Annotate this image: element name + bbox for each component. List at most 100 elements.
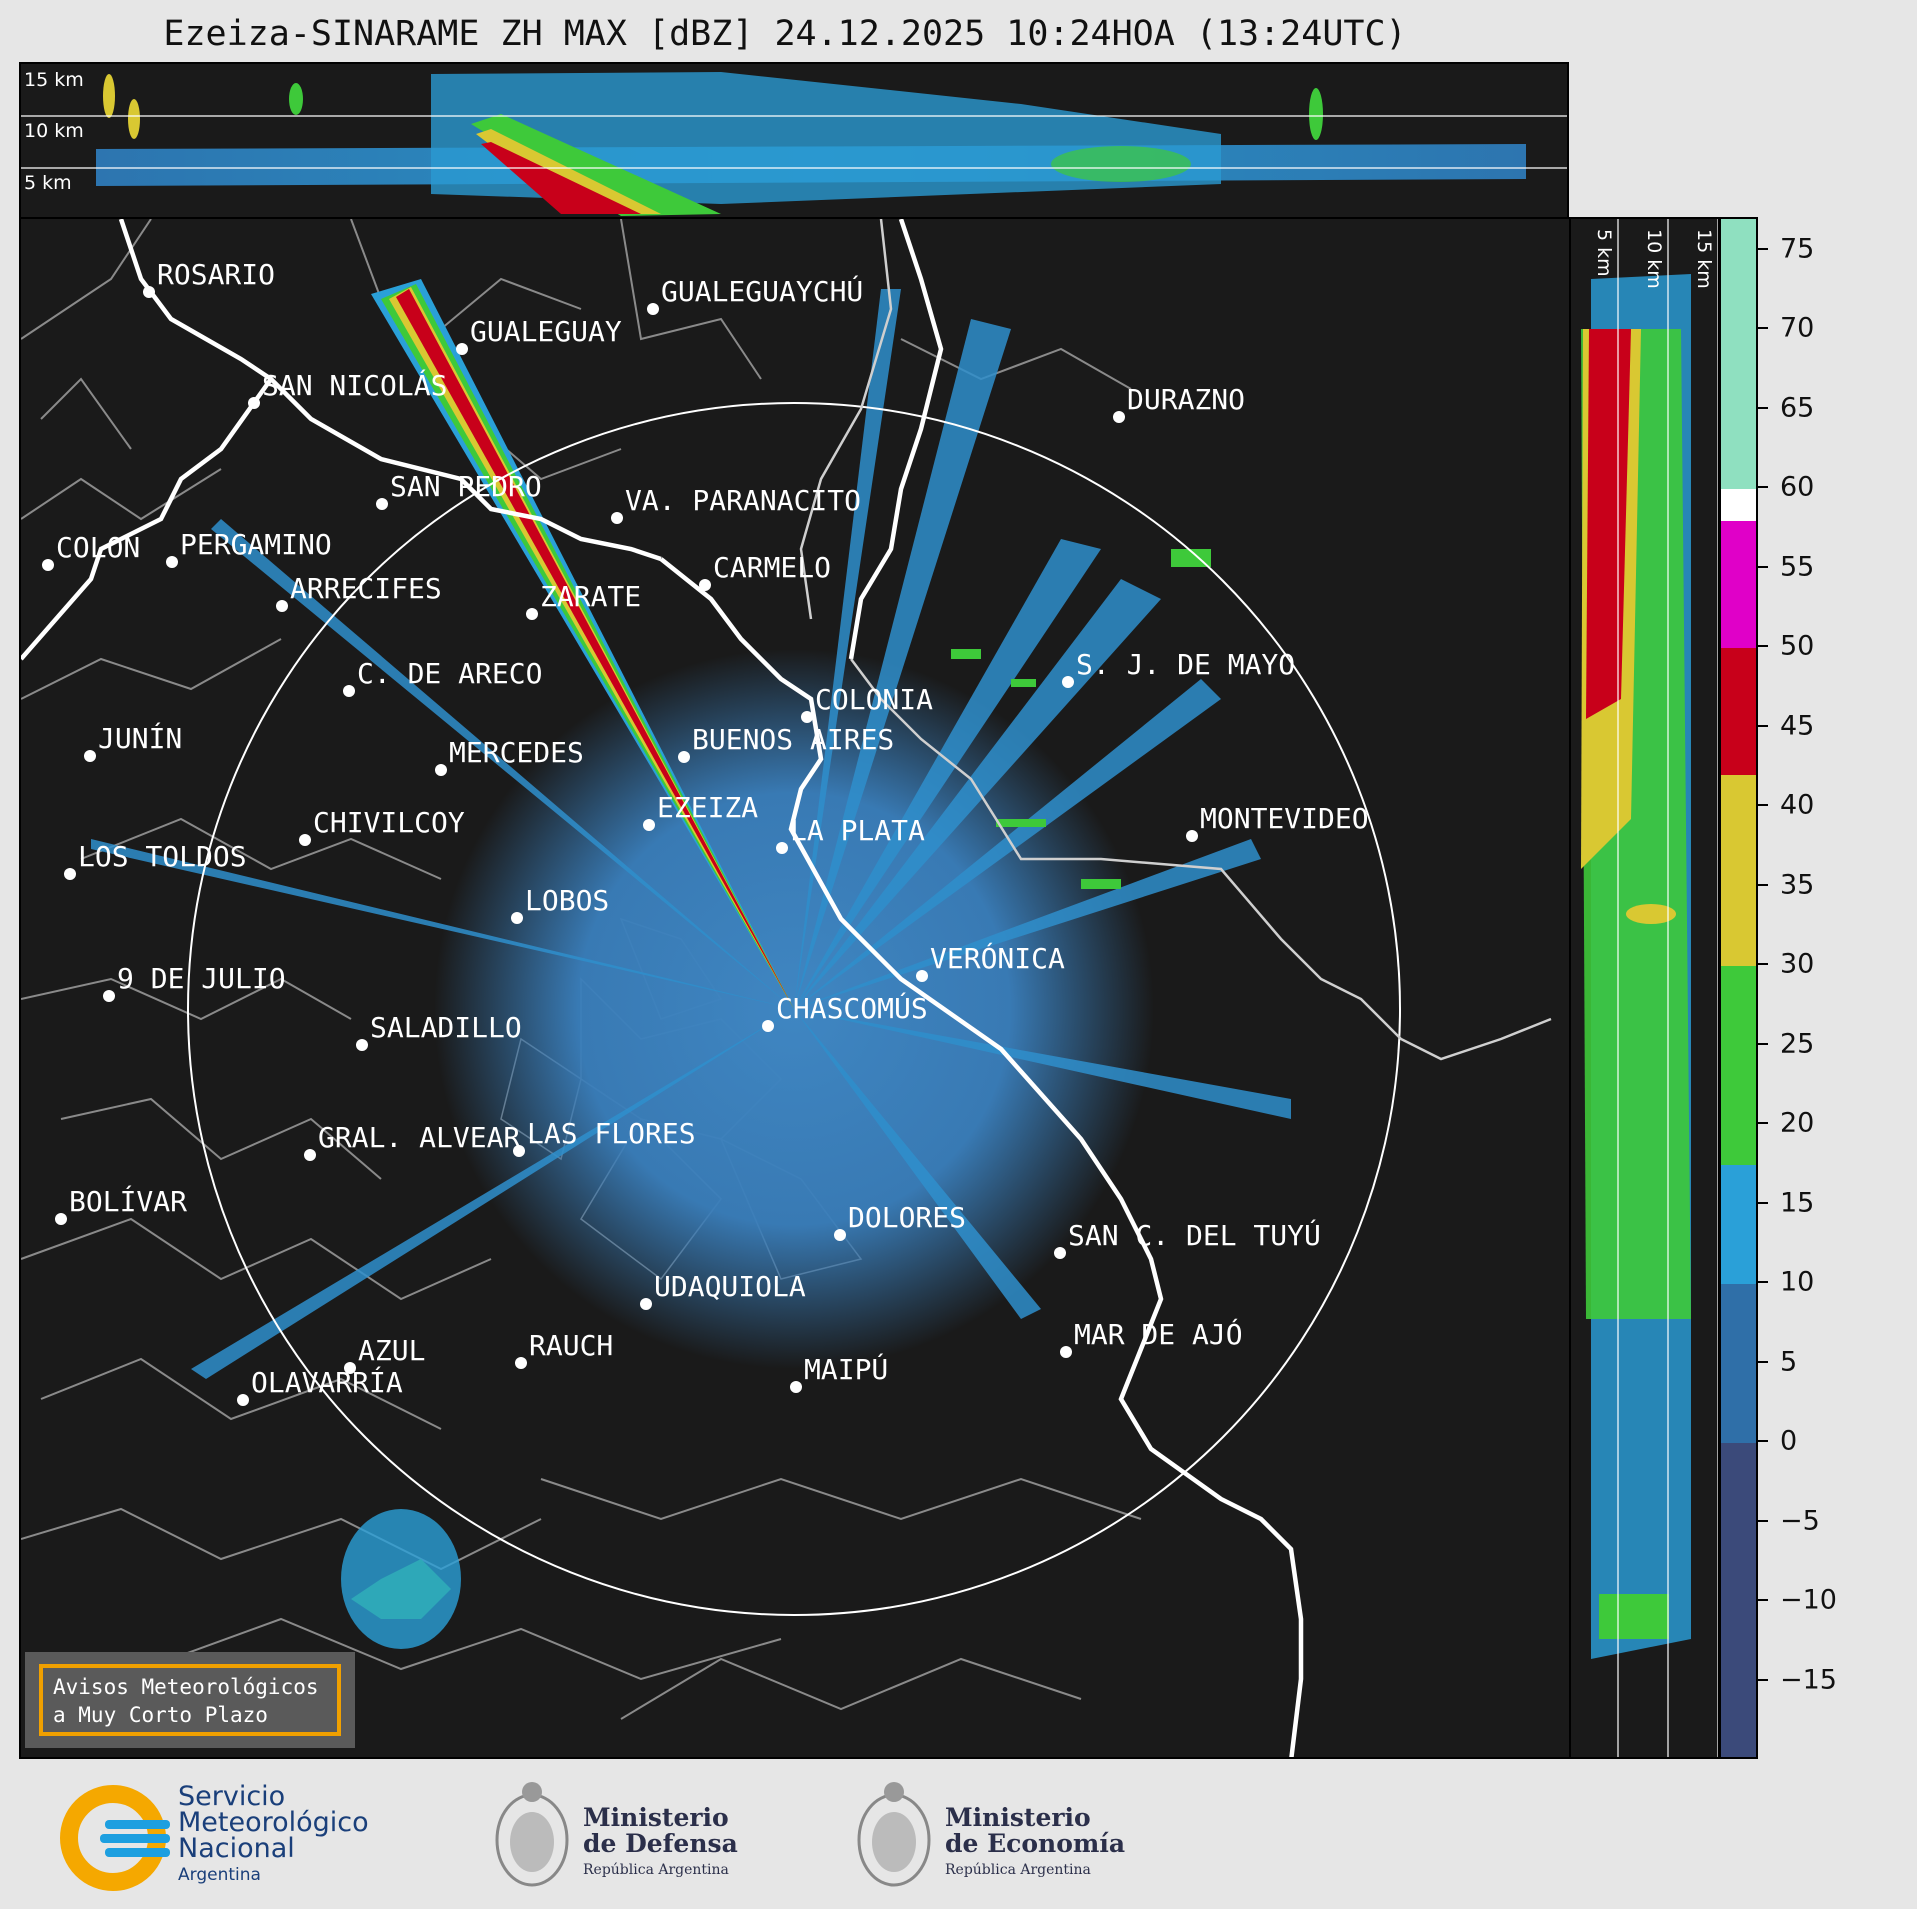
svg-text:MAR DE AJÓ: MAR DE AJÓ [1074, 1317, 1243, 1351]
river-coast-light [799, 219, 1552, 1061]
echo-cell [289, 83, 303, 115]
radar-map-panel[interactable]: ROSARIO GUALEGUAYCHÚ GUALEGUAY SAN NICOL… [19, 217, 1571, 1759]
echo-cell [128, 99, 140, 139]
height-label-10: 10 km [24, 120, 84, 142]
side-echo-cell-low [1599, 1594, 1669, 1639]
smn-line-3: Nacional [178, 1833, 295, 1864]
colorbar-segment [1721, 489, 1756, 522]
height-label-5: 5 km [24, 172, 72, 194]
city-los-toldos: LOS TOLDOS [64, 840, 247, 880]
svg-text:SALADILLO: SALADILLO [370, 1011, 522, 1044]
city-c-de-areco: C. DE ARECO [343, 657, 542, 697]
colorbar-tick [1758, 406, 1768, 409]
city-colonia: COLONIA [801, 683, 933, 723]
svg-text:GUALEGUAYCHÚ: GUALEGUAYCHÚ [661, 274, 863, 308]
city-chivilcoy: CHIVILCOY [299, 806, 465, 846]
colorbar-segment [1721, 219, 1756, 490]
svg-text:RAUCH: RAUCH [529, 1329, 613, 1362]
colorbar-tick [1758, 1281, 1768, 1284]
smn-line-4: Argentina [178, 1865, 261, 1885]
city-9-de-julio: 9 DE JULIO [103, 962, 286, 1002]
svg-text:SAN NICOLÁS: SAN NICOLÁS [262, 368, 447, 402]
smn-logo-icon [60, 1785, 170, 1891]
city-rauch: RAUCH [515, 1329, 613, 1369]
echo-cell [103, 74, 115, 118]
coastline [21, 219, 1304, 1757]
city-olavarria: OLAVARRÍA [237, 1365, 403, 1406]
eco-line-2: de Economía [945, 1829, 1126, 1858]
colorbar-tick [1758, 1122, 1768, 1125]
smn-line-2: Meteorológico [178, 1807, 369, 1838]
colorbar-tick [1758, 1678, 1768, 1681]
footer-logo-svg [60, 1782, 931, 1891]
svg-text:VERÓNICA: VERÓNICA [930, 941, 1065, 975]
colorbar-tick [1758, 724, 1768, 727]
svg-text:ZARATE: ZARATE [540, 580, 641, 613]
city-bolivar: BOLÍVAR [55, 1184, 187, 1225]
colorbar-segment [1721, 1284, 1756, 1444]
defensa-logo-text: Ministerio de Defensa República Argentin… [583, 1805, 738, 1883]
economia-shield-icon [857, 1782, 931, 1887]
svg-text:MAIPÚ: MAIPÚ [804, 1352, 888, 1386]
colorbar-tick [1758, 1519, 1768, 1522]
svg-text:COLONIA: COLONIA [815, 683, 933, 716]
city-chascomus: CHASCOMÚS [762, 991, 928, 1032]
notice-line-1: Avisos Meteorológicos [53, 1675, 319, 1699]
notice-line-2: a Muy Corto Plazo [53, 1703, 268, 1727]
city-gualeguaychu: GUALEGUAYCHÚ [647, 274, 863, 315]
svg-text:9 DE JULIO: 9 DE JULIO [117, 962, 286, 995]
city-durazno: DURAZNO [1113, 383, 1245, 423]
city-udaquiola: UDAQUIOLA [640, 1270, 806, 1310]
side-cross-section-panel: 5 km 10 km 15 km [1569, 217, 1720, 1759]
smn-line-1: Servicio [178, 1781, 286, 1812]
city-ezeiza: EZEIZA [643, 791, 758, 831]
city-montevideo: MONTEVIDEO [1186, 802, 1369, 842]
svg-text:SAN C. DEL TUYÚ: SAN C. DEL TUYÚ [1068, 1218, 1321, 1252]
svg-text:LOS TOLDOS: LOS TOLDOS [78, 840, 247, 873]
colorbar-tick-label: 65 [1780, 392, 1815, 424]
colorbar-tick-label: 75 [1780, 233, 1815, 265]
colorbar-tick-label: −5 [1780, 1505, 1820, 1537]
city-dolores: DOLORES [834, 1201, 966, 1241]
city-saladillo: SALADILLO [356, 1011, 522, 1051]
svg-text:OLAVARRÍA: OLAVARRÍA [251, 1365, 403, 1399]
storm-streak [371, 279, 794, 1009]
svg-text:EZEIZA: EZEIZA [657, 791, 758, 824]
colorbar-tick-label: 30 [1780, 948, 1815, 980]
city-gral-alvear: GRAL. ALVEAR [304, 1121, 520, 1161]
footer-logos: Servicio Meteorológico Nacional Argentin… [0, 1770, 1917, 1909]
colorbar-tick [1758, 883, 1768, 886]
side-echo-red [1586, 329, 1631, 719]
svg-text:VA. PARANACITO: VA. PARANACITO [625, 484, 861, 517]
colorbar-tick [1758, 1440, 1768, 1443]
svg-text:LAS FLORES: LAS FLORES [527, 1117, 696, 1150]
svg-text:JUNÍN: JUNÍN [98, 721, 182, 755]
colorbar-tick [1758, 247, 1768, 250]
colorbar-tick-label: 50 [1780, 630, 1815, 662]
top-cross-section-panel: 15 km 10 km 5 km [19, 62, 1569, 219]
echo-cell [1309, 88, 1323, 140]
city-veronica: VERÓNICA [916, 941, 1065, 982]
colorbar-tick [1758, 486, 1768, 489]
echo-tower [431, 72, 1221, 204]
colorbar-tick [1758, 1360, 1768, 1363]
svg-text:DOLORES: DOLORES [848, 1201, 966, 1234]
svg-text:LA PLATA: LA PLATA [790, 814, 925, 847]
city-san-pedro: SAN PEDRO [376, 470, 542, 510]
colorbar-tick-label: 5 [1780, 1346, 1798, 1378]
radar-map-svg: ROSARIO GUALEGUAYCHÚ GUALEGUAY SAN NICOL… [21, 219, 1552, 1757]
svg-text:SAN PEDRO: SAN PEDRO [390, 470, 542, 503]
svg-text:S. J. DE MAYO: S. J. DE MAYO [1076, 648, 1295, 681]
colorbar [1719, 217, 1758, 1759]
colorbar-tick-label: −10 [1780, 1584, 1837, 1616]
svg-text:AZUL: AZUL [358, 1334, 425, 1367]
city-lobos: LOBOS [511, 884, 609, 924]
colorbar-tick-label: 45 [1780, 710, 1815, 742]
city-arrecifes: ARRECIFES [276, 572, 442, 612]
eco-line-3: República Argentina [945, 1862, 1091, 1878]
city-san-c-del-tuyu: SAN C. DEL TUYÚ [1054, 1218, 1321, 1259]
echo-green-core [471, 114, 721, 216]
svg-text:ROSARIO: ROSARIO [157, 258, 275, 291]
notice-box[interactable]: Avisos Meteorológicos a Muy Corto Plazo [39, 1664, 341, 1736]
svg-text:GUALEGUAY: GUALEGUAY [470, 315, 622, 348]
